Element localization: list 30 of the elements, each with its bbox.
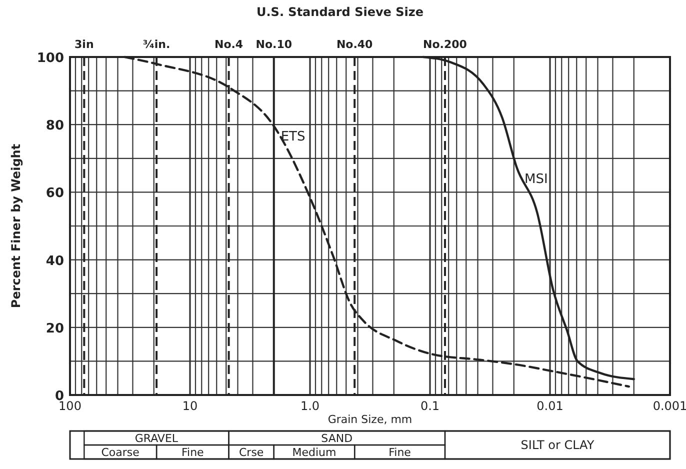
text: SILT or CLAY	[520, 438, 595, 452]
y-tick-label: 80	[46, 118, 64, 134]
text: Fine	[388, 446, 412, 459]
text: Coarse	[101, 446, 140, 459]
text: GRAVEL	[134, 432, 179, 445]
y-tick-label: 20	[46, 321, 64, 336]
text: Fine	[182, 446, 204, 459]
y-tick-label: 100	[36, 51, 64, 66]
x-tick-label: 0.1	[420, 399, 440, 413]
ref-line-label: No.10	[256, 38, 292, 51]
text: Medium	[292, 446, 336, 459]
x-axis-title: Grain Size, mm	[328, 413, 412, 426]
x-tick-label: 100	[58, 399, 82, 413]
ref-line-label: No.4	[214, 38, 244, 51]
ref-line-label: No.40	[336, 38, 374, 51]
series-label: ETS	[280, 130, 306, 145]
y-tick-label: 40	[46, 254, 64, 269]
chart-title: U.S. Standard Sieve Size	[256, 5, 424, 19]
series-label: MSI	[524, 172, 548, 187]
text: Crse	[238, 446, 264, 459]
ref-line-label: ³⁄₄in.	[142, 38, 170, 51]
x-tick-label: 10	[182, 399, 198, 413]
text: SAND	[321, 432, 353, 445]
y-tick-label: 60	[46, 186, 64, 202]
x-tick-label: 0.001	[652, 399, 686, 413]
y-axis-title: Percent Finer by Weight	[9, 144, 23, 308]
ref-line-label: No.200	[423, 38, 468, 51]
x-tick-label: 1.0	[300, 399, 320, 413]
x-tick-label: 0.01	[536, 399, 564, 413]
ref-line-label: 3in	[74, 38, 94, 51]
